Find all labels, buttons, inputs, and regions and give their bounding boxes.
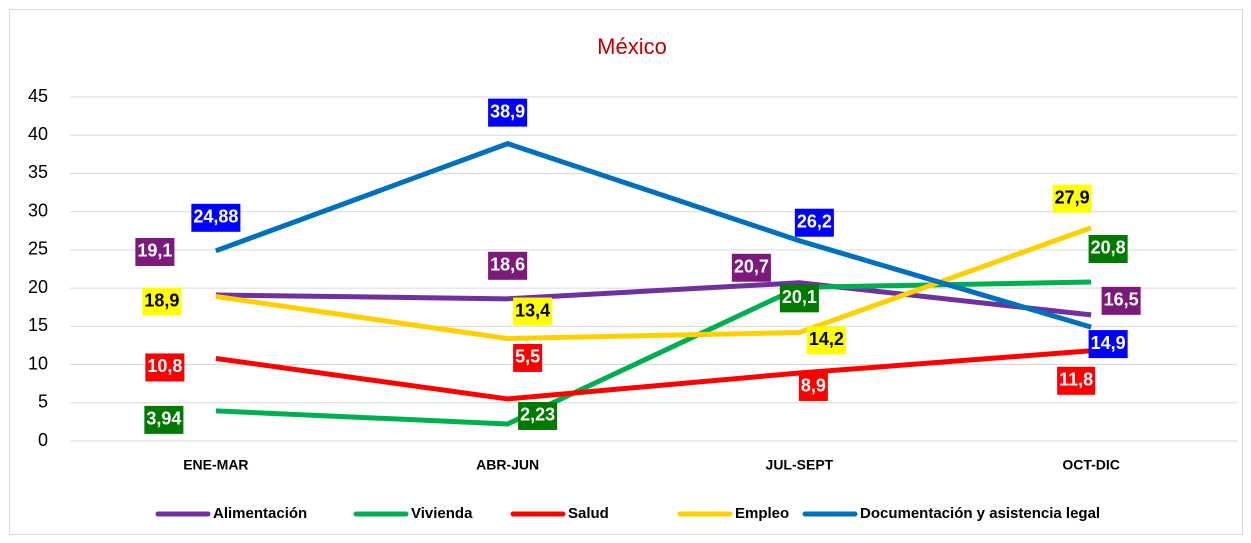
data-label: 11,8 — [1059, 370, 1093, 390]
y-tick-label: 0 — [38, 430, 48, 450]
data-label-box — [798, 372, 828, 401]
data-label: 16,5 — [1104, 290, 1139, 310]
data-label: 10,8 — [147, 356, 182, 376]
data-label: 5,5 — [515, 347, 540, 367]
data-label-box — [144, 405, 184, 434]
data-label-box — [513, 297, 553, 326]
data-label-box — [135, 237, 175, 266]
data-label: 8,9 — [801, 376, 826, 396]
data-label-box — [1052, 184, 1092, 213]
data-label-box — [1057, 366, 1096, 395]
y-tick-label: 15 — [28, 315, 48, 335]
data-label-box — [191, 203, 241, 232]
series-line — [215, 141, 1092, 330]
data-label-box — [1088, 330, 1128, 359]
y-tick-label: 5 — [38, 392, 48, 412]
chart-title: México — [597, 34, 667, 59]
data-label: 14,9 — [1091, 333, 1126, 353]
data-label-box — [806, 326, 846, 355]
series-line — [215, 348, 1092, 402]
y-tick-label: 10 — [28, 353, 48, 373]
y-tick-label: 30 — [28, 200, 48, 220]
data-label: 13,4 — [515, 300, 550, 320]
data-label: 18,9 — [144, 290, 179, 310]
data-label-box — [779, 284, 819, 313]
data-label-box — [731, 253, 771, 282]
data-label-box — [1088, 234, 1128, 263]
data-label-box — [145, 353, 185, 382]
y-tick-label: 40 — [28, 124, 48, 144]
data-label: 20,8 — [1091, 238, 1126, 258]
y-tick-label: 35 — [28, 162, 48, 182]
data-label-box — [513, 343, 543, 372]
data-label: 26,2 — [797, 211, 832, 231]
data-label: 24,88 — [193, 207, 238, 227]
data-label: 38,9 — [490, 101, 525, 121]
data-label-box — [488, 98, 528, 127]
data-label-box — [1101, 286, 1141, 315]
x-tick-label: ENE-MAR — [183, 457, 248, 473]
data-label: 2,23 — [520, 405, 555, 425]
data-label: 3,94 — [146, 409, 181, 429]
data-label: 19,1 — [137, 241, 172, 261]
data-label: 18,6 — [490, 255, 525, 275]
data-label-box — [142, 287, 182, 316]
legend-label: Alimentación — [213, 505, 307, 522]
legend-label: Empleo — [735, 505, 789, 522]
data-label: 20,1 — [782, 287, 817, 307]
x-tick-label: OCT-DIC — [1062, 457, 1120, 473]
x-tick-label: ABR-JUN — [476, 457, 539, 473]
data-label: 20,7 — [734, 257, 769, 277]
x-tick-label: JUL-SEPT — [766, 457, 834, 473]
legend-label: Vivienda — [411, 505, 473, 522]
data-label-box — [488, 251, 528, 280]
data-label-box — [518, 401, 558, 430]
y-tick-label: 20 — [28, 277, 48, 297]
series-line — [215, 280, 1092, 318]
data-label-box — [794, 208, 834, 237]
legend-label: Documentación y asistencia legal — [860, 505, 1100, 522]
y-tick-label: 45 — [28, 86, 48, 106]
data-label: 14,2 — [809, 329, 844, 349]
legend-label: Salud — [568, 505, 609, 522]
series-line — [215, 225, 1092, 342]
data-label: 27,9 — [1055, 187, 1090, 207]
y-tick-label: 25 — [28, 239, 48, 259]
